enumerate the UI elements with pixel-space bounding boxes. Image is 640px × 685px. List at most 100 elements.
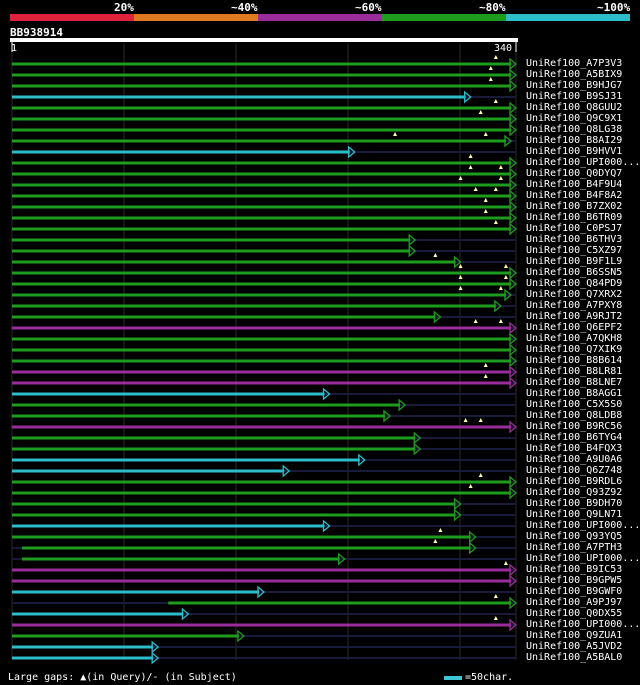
hit-label[interactable]: UniRef100_B9IC53 bbox=[526, 564, 623, 575]
hit-arrow-icon bbox=[509, 167, 518, 181]
hit-label[interactable]: UniRef100_Q6Z748 bbox=[526, 465, 623, 476]
hit-label[interactable]: UniRef100_UPI000... bbox=[526, 520, 640, 531]
hit-label[interactable]: UniRef100_B9SJ31 bbox=[526, 91, 623, 102]
query-gap-marker bbox=[488, 66, 493, 70]
hit-label[interactable]: UniRef100_B9RC56 bbox=[526, 421, 623, 432]
scale-band-4 bbox=[382, 14, 506, 21]
hit-label[interactable]: UniRef100_Q0DX55 bbox=[526, 608, 623, 619]
hit-label[interactable]: UniRef100_B8AI29 bbox=[526, 135, 623, 146]
hit-label[interactable]: UniRef100_Q8LDB8 bbox=[526, 410, 623, 421]
hit-arrow-icon bbox=[151, 651, 160, 665]
hit-label[interactable]: UniRef100_B9F1L9 bbox=[526, 256, 623, 267]
hit-arrow-icon bbox=[433, 310, 442, 324]
hit-label[interactable]: UniRef100_A9PJ97 bbox=[526, 597, 623, 608]
query-gap-marker bbox=[498, 286, 503, 290]
hit-label[interactable]: UniRef100_UPI000... bbox=[526, 553, 640, 564]
hit-label[interactable]: UniRef100_Q7XIK9 bbox=[526, 344, 623, 355]
hit-label[interactable]: UniRef100_B4F8A2 bbox=[526, 190, 623, 201]
hit-label[interactable]: UniRef100_A9U0A6 bbox=[526, 454, 623, 465]
hit-arrow-icon bbox=[509, 222, 518, 236]
hit-label[interactable]: UniRef100_Q9C9X1 bbox=[526, 113, 623, 124]
hit-label[interactable]: UniRef100_Q9ZUA1 bbox=[526, 630, 623, 641]
hit-label[interactable]: UniRef100_B9GWF0 bbox=[526, 586, 623, 597]
scale-label-5: ~100% bbox=[597, 1, 631, 14]
hit-label[interactable]: UniRef100_C5XZ97 bbox=[526, 245, 623, 256]
hit-label[interactable]: UniRef100_A7QKH8 bbox=[526, 333, 623, 344]
query-gap-marker bbox=[483, 374, 488, 378]
hit-arrow-icon bbox=[509, 574, 518, 588]
hit-arrow-icon bbox=[509, 266, 518, 280]
hit-arrow-icon bbox=[509, 68, 518, 82]
hit-label[interactable]: UniRef100_B4F9U4 bbox=[526, 179, 623, 190]
query-gap-marker bbox=[473, 187, 478, 191]
hit-label[interactable]: UniRef100_A7PTH3 bbox=[526, 542, 623, 553]
query-gap-marker bbox=[498, 176, 503, 180]
hit-label[interactable]: UniRef100_B8LNE7 bbox=[526, 377, 623, 388]
hit-label[interactable]: UniRef100_Q84PD9 bbox=[526, 278, 623, 289]
scale-label-3: ~60% bbox=[355, 1, 382, 14]
hit-arrow-icon bbox=[383, 409, 392, 423]
hit-label[interactable]: UniRef100_Q8LG38 bbox=[526, 124, 623, 135]
hit-arrow-icon bbox=[469, 541, 477, 555]
hit-arrow-icon bbox=[509, 277, 518, 291]
hit-arrow-icon bbox=[509, 211, 518, 225]
query-gap-marker bbox=[478, 418, 483, 422]
hit-label[interactable]: UniRef100_A5BIX9 bbox=[526, 69, 623, 80]
query-gap-marker bbox=[458, 275, 463, 279]
scale-band-3 bbox=[258, 14, 382, 21]
hit-label[interactable]: UniRef100_B9DH70 bbox=[526, 498, 623, 509]
hit-arrow-icon bbox=[494, 299, 502, 313]
hit-label[interactable]: UniRef100_B6TR09 bbox=[526, 212, 623, 223]
query-gap-marker bbox=[433, 539, 438, 543]
hit-label[interactable]: UniRef100_UPI000... bbox=[526, 619, 640, 630]
hit-label[interactable]: UniRef100_B8B614 bbox=[526, 355, 623, 366]
hit-label[interactable]: UniRef100_B9HJG7 bbox=[526, 80, 623, 91]
hit-arrow-icon bbox=[237, 629, 245, 643]
hit-label[interactable]: UniRef100_Q7XRX2 bbox=[526, 289, 623, 300]
gap-legend: Large gaps: ▲(in Query)/- (in Subject) bbox=[8, 672, 237, 683]
hit-arrow-icon bbox=[509, 563, 518, 577]
query-gap-marker bbox=[468, 154, 473, 158]
hit-label[interactable]: UniRef100_Q93Z92 bbox=[526, 487, 623, 498]
hit-label[interactable]: UniRef100_A5JVD2 bbox=[526, 641, 623, 652]
hit-label[interactable]: UniRef100_A9RJT2 bbox=[526, 311, 623, 322]
hit-label[interactable]: UniRef100_B6TYG4 bbox=[526, 432, 623, 443]
scale-bar bbox=[444, 676, 462, 680]
hit-arrow-icon bbox=[348, 145, 356, 159]
hit-label[interactable]: UniRef100_A7PXY8 bbox=[526, 300, 623, 311]
query-gap-marker bbox=[438, 528, 443, 532]
query-bar bbox=[10, 38, 518, 42]
hit-label[interactable]: UniRef100_Q6EPF2 bbox=[526, 322, 623, 333]
hit-label[interactable]: UniRef100_B8AGG1 bbox=[526, 388, 623, 399]
hit-label[interactable]: UniRef100_B7ZX02 bbox=[526, 201, 623, 212]
hit-label[interactable]: UniRef100_Q0DYQ7 bbox=[526, 168, 623, 179]
scale-band-2 bbox=[134, 14, 258, 21]
query-gap-marker bbox=[483, 198, 488, 202]
hit-arrow-icon bbox=[453, 497, 462, 511]
hit-label[interactable]: UniRef100_Q8GUU2 bbox=[526, 102, 623, 113]
hit-label[interactable]: UniRef100_A7P3V3 bbox=[526, 58, 623, 69]
hit-arrow-icon bbox=[413, 431, 422, 445]
hit-label[interactable]: UniRef100_C0PSJ7 bbox=[526, 223, 623, 234]
query-gap-marker bbox=[483, 363, 488, 367]
hit-label[interactable]: UniRef100_C5X5S0 bbox=[526, 399, 623, 410]
query-gap-marker bbox=[458, 264, 463, 268]
hit-label[interactable]: UniRef100_B9HVV1 bbox=[526, 146, 623, 157]
hit-label[interactable]: UniRef100_UPI000... bbox=[526, 157, 640, 168]
hit-arrow-icon bbox=[151, 640, 160, 654]
hit-label[interactable]: UniRef100_Q9LN71 bbox=[526, 509, 623, 520]
hit-arrow-icon bbox=[509, 112, 518, 126]
hit-label[interactable]: UniRef100_B9RDL6 bbox=[526, 476, 623, 487]
query-end-label: 340 bbox=[494, 43, 513, 54]
hit-label[interactable]: UniRef100_A5BAL0 bbox=[526, 652, 623, 663]
hit-label[interactable]: UniRef100_B8LR81 bbox=[526, 366, 623, 377]
hit-label[interactable]: UniRef100_B9GPW5 bbox=[526, 575, 623, 586]
hit-arrow-icon bbox=[453, 508, 462, 522]
query-gap-marker bbox=[493, 616, 498, 620]
hit-arrow-icon bbox=[509, 618, 518, 632]
hit-arrow-icon bbox=[509, 57, 518, 71]
hit-label[interactable]: UniRef100_B4FQX3 bbox=[526, 443, 623, 454]
hit-label[interactable]: UniRef100_Q93YQ5 bbox=[526, 531, 623, 542]
hit-label[interactable]: UniRef100_B6SSN5 bbox=[526, 267, 623, 278]
hit-label[interactable]: UniRef100_B6THV3 bbox=[526, 234, 623, 245]
